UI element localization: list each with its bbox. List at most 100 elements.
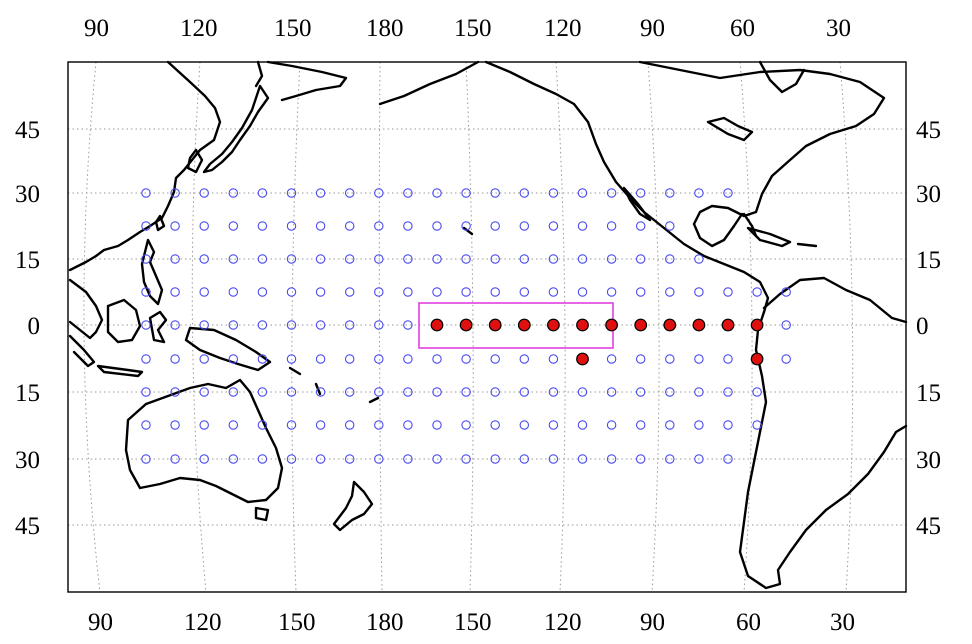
- grid-point: [635, 254, 646, 264]
- coast-cuba: [746, 226, 792, 248]
- grid-point: [635, 287, 646, 297]
- grid-point: [170, 320, 180, 330]
- grid-point: [228, 221, 239, 231]
- grid-point: [286, 287, 297, 297]
- coast-taiwan: [154, 214, 166, 232]
- grid-point: [374, 188, 384, 198]
- grid-point: [461, 387, 471, 397]
- grid-point: [461, 287, 471, 297]
- grid-point: [141, 320, 151, 330]
- grid-point: [548, 354, 559, 364]
- grid-point: [228, 254, 239, 264]
- coast-indochina: [68, 278, 104, 340]
- grid-point: [228, 387, 239, 397]
- coast-borneo: [106, 298, 142, 344]
- left-lat-label: 15: [15, 380, 40, 407]
- grid-point: [141, 221, 151, 231]
- grid-point: [694, 387, 704, 397]
- highlight-grid-point: [663, 318, 677, 332]
- bottom-lon-label: 30: [830, 609, 855, 636]
- grid-point: [199, 254, 209, 264]
- coast-south-america-north: [762, 276, 908, 324]
- coast-sulawesi: [148, 310, 168, 344]
- grid-point: [315, 320, 326, 330]
- grid-point: [403, 221, 413, 231]
- right-lat-label: 15: [916, 247, 941, 274]
- grid-point: [374, 254, 384, 264]
- coast-kamchatka: [266, 60, 348, 102]
- grid-point: [519, 354, 530, 364]
- coast-hispaniola: [796, 242, 818, 248]
- bottom-lon-label: 150: [278, 609, 316, 636]
- highlight-grid-point: [459, 318, 473, 332]
- grid-point: [461, 221, 471, 231]
- right-lat-label: 30: [916, 447, 941, 474]
- graticule: [68, 61, 906, 593]
- grid-point: [665, 420, 675, 430]
- graticule-lon-9: [839, 61, 854, 593]
- grid-point: [141, 420, 151, 430]
- grid-point: [403, 387, 413, 397]
- highlight-grid-point: [692, 318, 706, 332]
- right-lat-label: 0: [916, 313, 929, 340]
- left-lat-label: 45: [15, 117, 40, 144]
- grid-point: [635, 188, 646, 198]
- grid-point: [257, 387, 268, 397]
- grid-point: [490, 188, 500, 198]
- grid-point: [665, 254, 675, 264]
- grid-point: [286, 221, 297, 231]
- grid-point: [374, 387, 384, 397]
- coast-alaska-gulf: [484, 60, 770, 314]
- grid-point: [432, 420, 442, 430]
- grid-point: [723, 454, 733, 464]
- grid-point: [606, 254, 617, 264]
- grid-point: [403, 454, 413, 464]
- grid-point: [344, 221, 355, 231]
- grid-point: [432, 221, 442, 231]
- bottom-lon-label: 150: [454, 609, 492, 636]
- highlight-grid-point: [605, 318, 618, 332]
- right-lat-label: 30: [916, 181, 941, 208]
- grid-point: [577, 221, 588, 231]
- grid-point: [170, 387, 180, 397]
- grid-point: [519, 387, 530, 397]
- plot-frame: [67, 61, 907, 593]
- grid-point: [432, 254, 442, 264]
- grid-point: [519, 420, 530, 430]
- grid-point: [606, 287, 617, 297]
- grid-point: [461, 454, 471, 464]
- grid-point: [170, 287, 180, 297]
- left-lat-label: 0: [28, 313, 41, 340]
- grid-point: [461, 420, 471, 430]
- coast-alaska: [378, 60, 480, 106]
- grid-point: [635, 221, 646, 231]
- grid-points: [141, 188, 791, 464]
- grid-point: [374, 420, 384, 430]
- grid-point: [403, 320, 413, 330]
- highlight-grid-point: [576, 352, 589, 366]
- grid-point: [432, 188, 442, 198]
- grid-point: [490, 221, 500, 231]
- grid-point: [635, 354, 646, 364]
- grid-point: [344, 454, 355, 464]
- grid-point: [548, 188, 559, 198]
- graticule-lon-1: [83, 61, 101, 593]
- bottom-lon-label: 90: [640, 609, 665, 636]
- grid-point: [199, 454, 209, 464]
- grid-point: [141, 354, 151, 364]
- left-lat-label: 30: [15, 447, 40, 474]
- graticule-lon-5: [465, 61, 474, 593]
- grid-point: [374, 354, 384, 364]
- coast-philippines: [140, 238, 164, 306]
- grid-point: [315, 387, 326, 397]
- coast-south-america: [738, 310, 908, 590]
- grid-point: [403, 188, 413, 198]
- grid-point: [490, 354, 500, 364]
- grid-point: [315, 354, 326, 364]
- grid-point: [344, 188, 355, 198]
- highlight-grid-point: [430, 318, 444, 332]
- grid-point: [548, 221, 559, 231]
- grid-point: [665, 221, 675, 231]
- top-lon-label: 30: [826, 15, 851, 42]
